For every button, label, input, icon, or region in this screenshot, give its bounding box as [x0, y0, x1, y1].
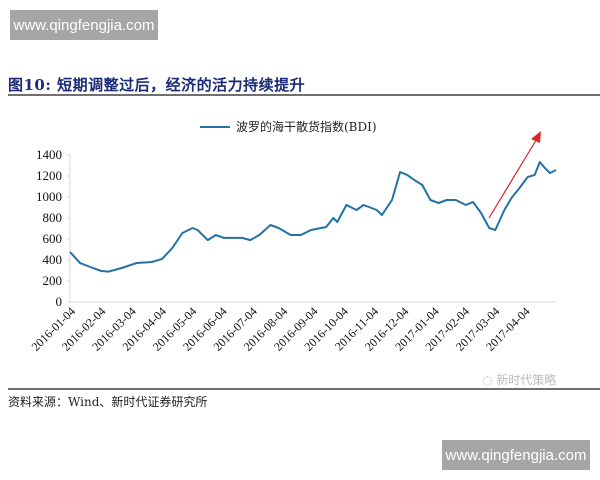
svg-text:600: 600 [43, 231, 63, 246]
wechat-watermark: ◌ 新时代策略 [482, 373, 557, 387]
y-axis-ticks: 0 200 400 600 800 1000 1200 1400 [36, 147, 70, 309]
title-divider [8, 94, 600, 96]
svg-text:1200: 1200 [36, 168, 62, 183]
x-axis-ticks: 2016-01-042016-02-042016-03-042016-04-04… [29, 304, 533, 353]
chart-legend: 波罗的海干散货指数(BDI) [200, 118, 377, 135]
svg-text:1000: 1000 [36, 189, 62, 204]
svg-text:800: 800 [43, 210, 63, 225]
svg-text:200: 200 [43, 273, 63, 288]
watermark-bottom: www.qingfengjia.com [442, 440, 590, 470]
svg-text:0: 0 [56, 294, 63, 309]
watermark-top: www.qingfengjia.com [10, 10, 158, 40]
svg-text:1400: 1400 [36, 147, 62, 162]
wechat-icon: ◌ [482, 373, 497, 387]
legend-line-swatch [200, 125, 230, 128]
figure-title: 图10: 短期调整过后，经济的活力持续提升 [8, 76, 306, 94]
bdi-series-line [69, 161, 557, 273]
legend-label: 波罗的海干散货指数(BDI) [236, 120, 377, 134]
chart-axes [69, 155, 556, 303]
source-divider [8, 388, 600, 390]
svg-text:400: 400 [43, 252, 63, 267]
trend-arrow [488, 131, 541, 219]
source-note: 资料来源：Wind、新时代证券研究所 [8, 395, 208, 409]
